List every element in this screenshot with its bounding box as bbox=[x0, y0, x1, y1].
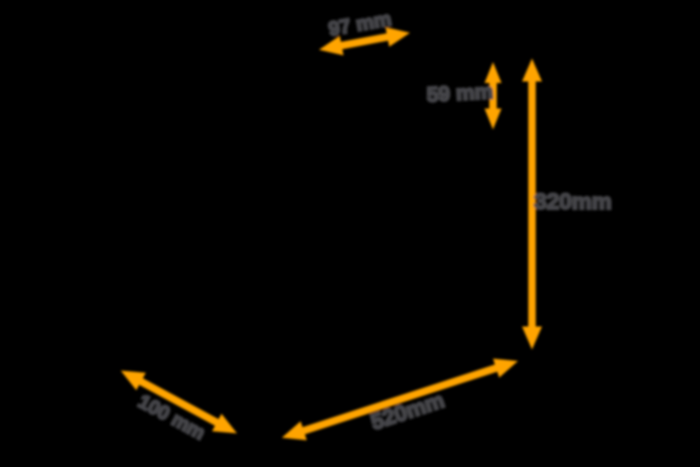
svg-text:59 mm: 59 mm bbox=[426, 80, 494, 106]
svg-text:320mm: 320mm bbox=[534, 189, 612, 214]
